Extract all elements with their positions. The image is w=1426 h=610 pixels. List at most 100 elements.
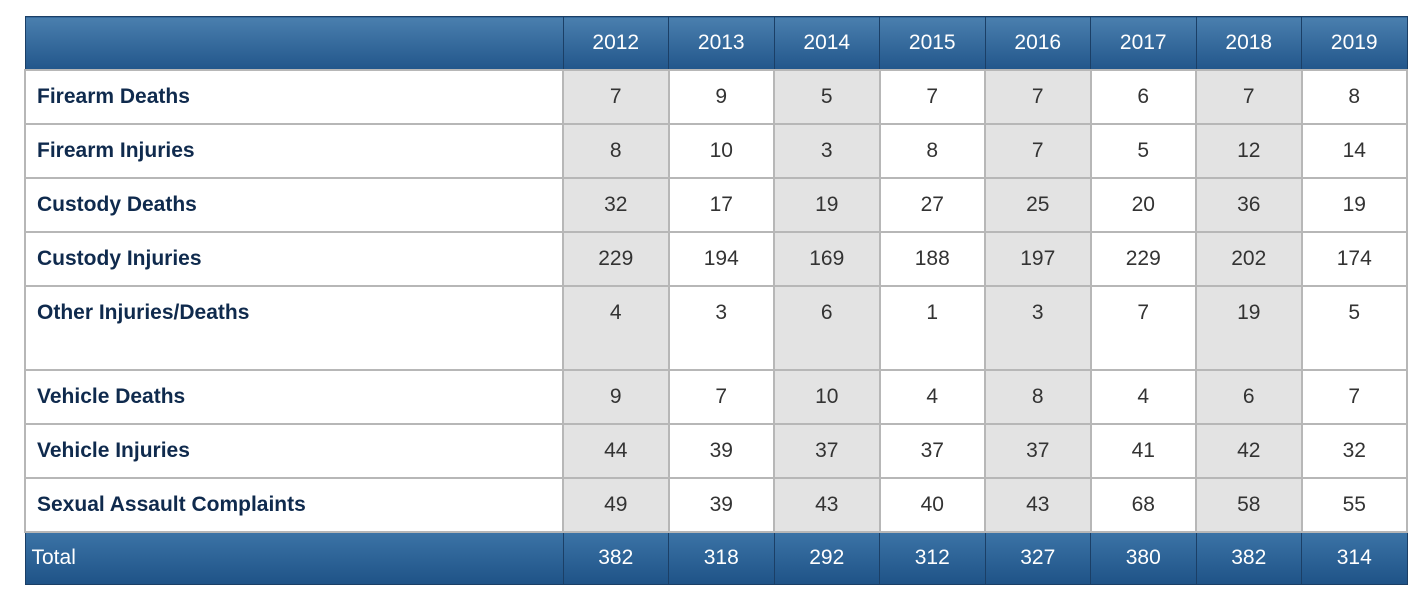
header-year: 2015 xyxy=(879,16,986,70)
value-cell: 49 xyxy=(562,476,670,533)
total-cell: 312 xyxy=(879,531,986,585)
row-label: Vehicle Injuries xyxy=(24,422,564,479)
row-label: Firearm Deaths xyxy=(24,68,564,125)
value-cell: 6 xyxy=(1089,68,1197,125)
row-label: Vehicle Deaths xyxy=(24,368,564,425)
value-cell: 5 xyxy=(1300,284,1408,371)
total-cell: 314 xyxy=(1301,531,1408,585)
total-row: Total 382 318 292 312 327 380 382 314 xyxy=(24,531,1408,585)
value-cell: 7 xyxy=(984,68,1092,125)
value-cell: 39 xyxy=(667,422,775,479)
header-year: 2018 xyxy=(1195,16,1302,70)
header-corner xyxy=(24,16,564,70)
value-cell: 7 xyxy=(878,68,986,125)
total-label: Total xyxy=(24,531,564,585)
header-year: 2013 xyxy=(668,16,775,70)
value-cell: 43 xyxy=(773,476,881,533)
value-cell: 32 xyxy=(1300,422,1408,479)
value-cell: 4 xyxy=(1089,368,1197,425)
value-cell: 229 xyxy=(562,230,670,287)
header-year: 2016 xyxy=(984,16,1091,70)
value-cell: 68 xyxy=(1089,476,1197,533)
total-cell: 292 xyxy=(773,531,880,585)
value-cell: 41 xyxy=(1089,422,1197,479)
value-cell: 17 xyxy=(667,176,775,233)
value-cell: 37 xyxy=(773,422,881,479)
value-cell: 44 xyxy=(562,422,670,479)
value-cell: 174 xyxy=(1300,230,1408,287)
value-cell: 37 xyxy=(878,422,986,479)
value-cell: 5 xyxy=(1089,122,1197,179)
value-cell: 37 xyxy=(984,422,1092,479)
row-label: Other Injuries/Deaths xyxy=(24,284,564,371)
value-cell: 19 xyxy=(1195,284,1303,371)
value-cell: 58 xyxy=(1195,476,1303,533)
value-cell: 7 xyxy=(1300,368,1408,425)
table-row: Custody Injuries 229 194 169 188 197 229 202 174 xyxy=(24,230,1408,287)
total-cell: 327 xyxy=(984,531,1091,585)
value-cell: 27 xyxy=(878,176,986,233)
row-label: Custody Deaths xyxy=(24,176,564,233)
value-cell: 20 xyxy=(1089,176,1197,233)
value-cell: 229 xyxy=(1089,230,1197,287)
table-row: Other Injuries/Deaths 4 3 6 1 3 7 19 5 xyxy=(24,284,1408,371)
value-cell: 7 xyxy=(984,122,1092,179)
value-cell: 43 xyxy=(984,476,1092,533)
value-cell: 202 xyxy=(1195,230,1303,287)
value-cell: 8 xyxy=(1300,68,1408,125)
value-cell: 3 xyxy=(984,284,1092,371)
value-cell: 8 xyxy=(562,122,670,179)
value-cell: 10 xyxy=(667,122,775,179)
table-body: Firearm Deaths 7 9 5 7 7 6 7 8 Firearm Injuries 8 1… xyxy=(24,68,1408,533)
value-cell: 9 xyxy=(667,68,775,125)
value-cell: 3 xyxy=(667,284,775,371)
value-cell: 4 xyxy=(562,284,670,371)
value-cell: 12 xyxy=(1195,122,1303,179)
row-label: Custody Injuries xyxy=(24,230,564,287)
row-label: Firearm Injuries xyxy=(24,122,564,179)
stats-table: 2012 2013 2014 2015 2016 2017 2018 2019 … xyxy=(24,16,1408,585)
header-year: 2017 xyxy=(1090,16,1197,70)
value-cell: 42 xyxy=(1195,422,1303,479)
value-cell: 3 xyxy=(773,122,881,179)
value-cell: 25 xyxy=(984,176,1092,233)
table-row: Vehicle Injuries 44 39 37 37 37 41 42 32 xyxy=(24,422,1408,479)
header-row: 2012 2013 2014 2015 2016 2017 2018 2019 xyxy=(24,16,1408,70)
value-cell: 40 xyxy=(878,476,986,533)
table-row: Sexual Assault Complaints 49 39 43 40 43 68 58 5… xyxy=(24,476,1408,533)
value-cell: 5 xyxy=(773,68,881,125)
total-cell: 382 xyxy=(562,531,669,585)
row-label: Sexual Assault Complaints xyxy=(24,476,564,533)
table-row: Firearm Injuries 8 10 3 8 7 5 12 14 xyxy=(24,122,1408,179)
value-cell: 9 xyxy=(562,368,670,425)
total-cell: 382 xyxy=(1195,531,1302,585)
value-cell: 7 xyxy=(667,368,775,425)
table-row: Custody Deaths 32 17 19 27 25 20 36 19 xyxy=(24,176,1408,233)
value-cell: 7 xyxy=(562,68,670,125)
value-cell: 1 xyxy=(878,284,986,371)
value-cell: 32 xyxy=(562,176,670,233)
table-row: Vehicle Deaths 9 7 10 4 8 4 6 7 xyxy=(24,368,1408,425)
value-cell: 36 xyxy=(1195,176,1303,233)
total-cell: 380 xyxy=(1090,531,1197,585)
value-cell: 4 xyxy=(878,368,986,425)
header-year: 2012 xyxy=(562,16,669,70)
value-cell: 197 xyxy=(984,230,1092,287)
value-cell: 6 xyxy=(1195,368,1303,425)
value-cell: 194 xyxy=(667,230,775,287)
value-cell: 39 xyxy=(667,476,775,533)
value-cell: 169 xyxy=(773,230,881,287)
value-cell: 19 xyxy=(773,176,881,233)
value-cell: 10 xyxy=(773,368,881,425)
value-cell: 8 xyxy=(984,368,1092,425)
value-cell: 7 xyxy=(1089,284,1197,371)
total-cell: 318 xyxy=(668,531,775,585)
header-year: 2014 xyxy=(773,16,880,70)
value-cell: 188 xyxy=(878,230,986,287)
value-cell: 14 xyxy=(1300,122,1408,179)
header-year: 2019 xyxy=(1301,16,1408,70)
value-cell: 19 xyxy=(1300,176,1408,233)
value-cell: 6 xyxy=(773,284,881,371)
value-cell: 7 xyxy=(1195,68,1303,125)
table-row: Firearm Deaths 7 9 5 7 7 6 7 8 xyxy=(24,68,1408,125)
